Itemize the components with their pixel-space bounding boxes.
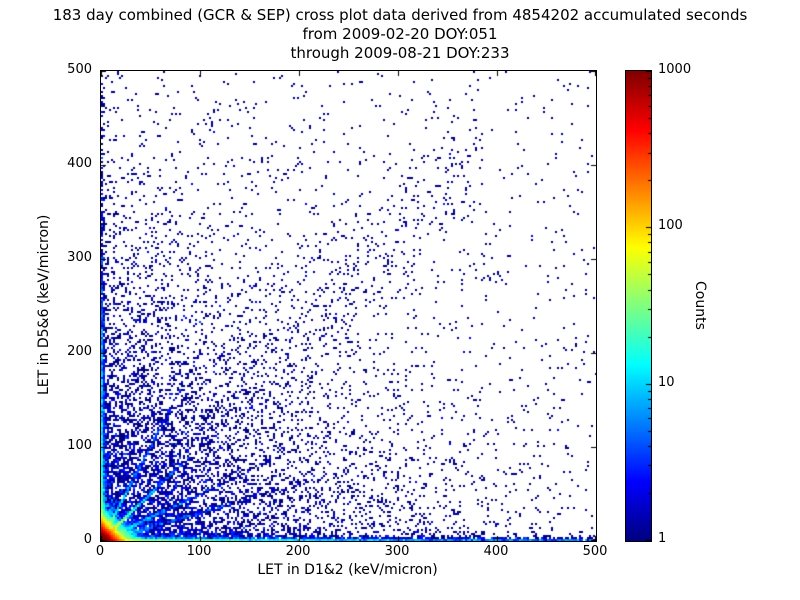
y-tick-label: 300 — [67, 250, 92, 265]
x-axis-label: LET in D1&2 (keV/micron) — [257, 562, 438, 578]
y-tick-label: 500 — [67, 62, 92, 77]
chart-title: 183 day combined (GCR & SEP) cross plot … — [0, 6, 800, 63]
x-tick-label: 100 — [186, 544, 212, 559]
y-tick-label: 0 — [83, 532, 92, 547]
x-tick-label: 300 — [384, 544, 410, 559]
y-tick-label: 200 — [67, 344, 92, 359]
colorbar-tick-label: 1000 — [658, 62, 692, 77]
y-tick-label: 400 — [67, 156, 92, 171]
colorbar-label: Counts — [692, 280, 708, 330]
x-tick-label: 200 — [285, 544, 311, 559]
colorbar-canvas — [626, 71, 651, 541]
x-tick-label: 0 — [95, 544, 105, 559]
y-axis-label: LET in D5&6 (keV/micron) — [36, 214, 52, 396]
x-tick-label: 500 — [582, 544, 608, 559]
chart-title-line-1: 183 day combined (GCR & SEP) cross plot … — [52, 6, 748, 24]
colorbar-tick-label: 1 — [658, 531, 667, 546]
chart-title-line-2: from 2009-02-20 DOY:051 — [302, 25, 498, 43]
colorbar — [625, 70, 652, 542]
colorbar-tick-label: 10 — [658, 375, 675, 390]
y-tick-label: 100 — [67, 438, 92, 453]
scatter-canvas — [101, 71, 596, 541]
plot-area — [100, 70, 597, 542]
x-tick-label: 400 — [483, 544, 509, 559]
colorbar-tick-label: 100 — [658, 218, 683, 233]
chart-title-line-3: through 2009-08-21 DOY:233 — [290, 44, 510, 62]
